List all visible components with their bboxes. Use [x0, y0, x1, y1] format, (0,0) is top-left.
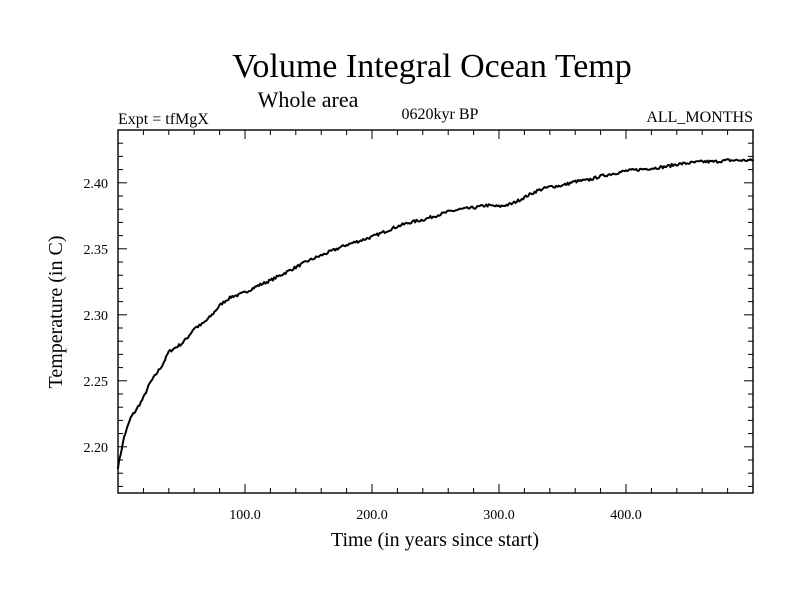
- x-axis-label: Time (in years since start): [331, 529, 539, 551]
- x-tick-label: 200.0: [356, 508, 388, 523]
- axis-ticks: [118, 130, 753, 493]
- axis-tick-labels: 100.0 200.0 300.0 400.0 2.20 2.25 2.30 2.35 2.40: [84, 177, 642, 523]
- y-tick-label: 2.30: [84, 309, 109, 324]
- y-tick-label: 2.35: [84, 243, 109, 258]
- y-tick-label: 2.20: [84, 441, 109, 456]
- x-tick-label: 300.0: [483, 508, 515, 523]
- chart-subtitle: Whole area: [258, 87, 359, 112]
- chart-title: Volume Integral Ocean Temp: [232, 48, 632, 85]
- months-label: ALL_MONTHS: [646, 109, 753, 126]
- series-line: [117, 158, 754, 470]
- x-tick-label: 100.0: [229, 508, 261, 523]
- x-tick-label: 400.0: [610, 508, 642, 523]
- plot-frame: [117, 129, 754, 494]
- y-tick-label: 2.25: [84, 375, 109, 390]
- experiment-label: Expt = tfMgX: [118, 111, 209, 128]
- y-axis-label: Temperature (in C): [45, 236, 67, 389]
- period-label: 0620kyr BP: [402, 106, 479, 123]
- y-tick-label: 2.40: [84, 177, 109, 192]
